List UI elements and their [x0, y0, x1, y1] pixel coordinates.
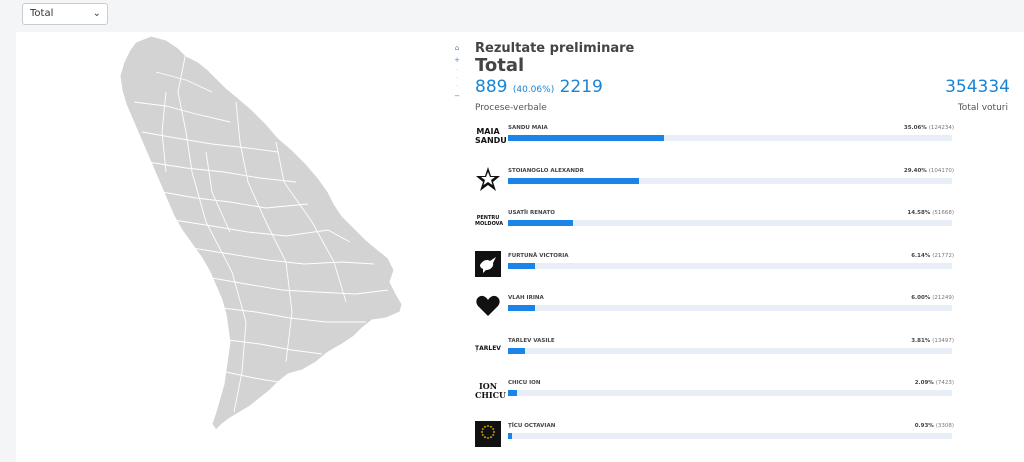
ion-chicu-logo: ION CHICU	[475, 381, 507, 400]
heart-icon	[475, 293, 501, 319]
processed-percent: (40.06%)	[512, 85, 555, 95]
candidate-row[interactable]: ȚÎCU OCTAVIAN 0.93% (3308)	[475, 420, 955, 461]
candidate-votes: (51668)	[932, 210, 954, 216]
candidate-bar-fill	[508, 262, 536, 269]
candidate-name: TARLEV VASILE	[508, 337, 555, 344]
region-select[interactable]: Total ⌄	[22, 3, 108, 25]
moldova-map[interactable]	[16, 32, 456, 462]
candidate-votes: (13497)	[932, 337, 954, 344]
candidate-row[interactable]: VLAH IRINA 6.00% (21249)	[475, 293, 955, 333]
candidate-votes: (124234)	[928, 125, 954, 131]
chevron-down-icon: ⌄	[92, 8, 101, 19]
candidate-percent-value: 0.93%	[914, 422, 936, 429]
candidate-bar-track	[508, 305, 952, 311]
pentru-moldova-logo: PENTRU MOLDOVA	[475, 215, 504, 227]
total-votes-value: 354334	[945, 77, 1010, 97]
candidate-percent-value: 14.58%	[907, 210, 933, 216]
results-heading: Rezultate preliminare	[475, 41, 635, 56]
candidate-bar-track	[508, 262, 952, 269]
map-zoom-controls: ⌂ + · · · −	[452, 42, 462, 102]
tarlev-logo: ȚARLEV	[475, 344, 501, 352]
zoom-in-icon[interactable]: +	[454, 56, 460, 64]
total-sections-value: 2219	[559, 77, 603, 97]
district-borders	[133, 51, 389, 413]
candidate-bar-fill	[508, 305, 535, 311]
candidate-bar-track	[508, 135, 952, 141]
candidate-votes: (7423)	[935, 380, 954, 386]
star-icon	[475, 166, 501, 192]
eu-stars-logo	[475, 420, 501, 447]
candidate-name: VLAH IRINA	[508, 295, 544, 301]
candidate-percent-value: 29.40%	[903, 167, 929, 174]
zoom-slider-dot[interactable]: ·	[455, 74, 459, 82]
candidate-row[interactable]: FURTUNĂ VICTORIA 6.14% (21772)	[475, 250, 955, 291]
zoom-out-icon[interactable]: −	[454, 92, 460, 100]
processed-value: 889	[475, 77, 508, 97]
total-votes-label: Total voturi	[957, 103, 1008, 113]
candidate-bar-fill	[508, 347, 525, 354]
candidate-name: STOIANOGLO ALEXANDR	[508, 167, 584, 174]
zoom-home-icon[interactable]: ⌂	[454, 44, 460, 52]
candidate-percent: 3.81% (13497)	[911, 338, 954, 344]
candidate-name: ȚÎCU OCTAVIAN	[508, 422, 556, 429]
maia-sandu-logo: MAIA SANDU	[475, 127, 507, 145]
candidate-bar-track	[508, 177, 952, 184]
candidate-percent: 6.14% (21772)	[911, 253, 954, 259]
candidate-percent-value: 35.06%	[903, 125, 929, 131]
dove-icon	[475, 250, 501, 277]
candidate-percent-value: 2.09%	[914, 380, 936, 386]
candidate-percent: 2.09% (7423)	[915, 380, 954, 386]
zoom-slider-dot[interactable]: ·	[455, 66, 459, 74]
processed-count: 889 (40.06%) 2219	[475, 77, 603, 97]
candidate-row[interactable]: STOIANOGLO ALEXANDR 29.40% (104170)	[475, 166, 955, 206]
processed-label: Procese-verbale	[475, 103, 547, 113]
candidate-percent: 0.93% (3308)	[915, 423, 954, 429]
candidate-votes: (21772)	[932, 252, 954, 259]
candidate-name: SANDU MAIA	[508, 125, 548, 131]
candidate-bar-fill	[508, 135, 664, 141]
candidate-percent-value: 6.14%	[911, 252, 933, 259]
results-panel: Rezultate preliminare Total 889 (40.06%)…	[475, 32, 1015, 462]
candidate-bar-track	[508, 220, 952, 226]
candidate-row[interactable]: ȚARLEV TARLEV VASILE 3.81% (13497)	[475, 336, 955, 376]
candidate-bar-fill	[508, 220, 573, 226]
candidate-percent-value: 3.81%	[911, 337, 933, 344]
candidate-bar-track	[508, 432, 952, 439]
candidate-row[interactable]: PENTRU MOLDOVA USATÎI RENATO 14.58% (51668…	[475, 208, 955, 248]
candidate-percent-value: 6.00%	[911, 295, 933, 301]
candidate-percent: 6.00% (21249)	[911, 295, 954, 301]
zoom-slider-dot[interactable]: ·	[455, 82, 459, 90]
results-card: ⌂ + · · · − Rezultate preliminare Total …	[16, 32, 1024, 462]
candidate-row[interactable]: ION CHICU CHICU ION 2.09% (7423)	[475, 378, 955, 418]
candidate-name: CHICU ION	[508, 380, 541, 386]
candidate-bar-fill	[508, 177, 639, 184]
results-subheading: Total	[475, 55, 525, 76]
candidate-bar-track	[508, 347, 952, 354]
candidate-bar-fill	[508, 390, 518, 396]
candidate-votes: (3308)	[935, 422, 954, 429]
candidate-votes: (21249)	[932, 295, 954, 301]
candidate-bar-track	[508, 390, 952, 396]
candidate-votes: (104170)	[928, 167, 954, 174]
candidate-percent: 29.40% (104170)	[904, 168, 954, 174]
region-select-value: Total	[30, 8, 54, 19]
candidate-name: USATÎI RENATO	[508, 210, 555, 216]
candidate-row[interactable]: MAIA SANDU SANDU MAIA 35.06% (124234)	[475, 123, 955, 163]
candidate-percent: 14.58% (51668)	[907, 210, 954, 216]
candidate-bar-fill	[508, 432, 513, 439]
candidate-name: FURTUNĂ VICTORIA	[508, 252, 569, 259]
candidate-percent: 35.06% (124234)	[904, 125, 954, 131]
